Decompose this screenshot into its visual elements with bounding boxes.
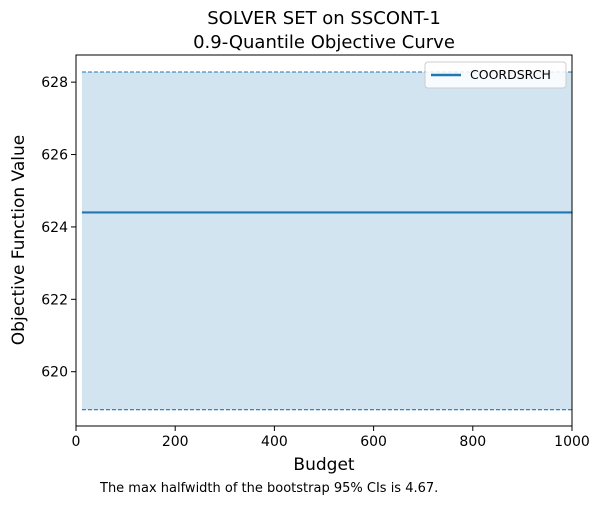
y-tick-label: 626 <box>41 148 68 164</box>
x-axis-ticks: 0 200 400 600 800 1000 <box>72 426 590 450</box>
chart-title-line2: 0.9-Quantile Objective Curve <box>193 32 455 53</box>
x-tick-label: 200 <box>162 434 189 450</box>
y-tick-label: 624 <box>41 220 68 236</box>
y-tick-label: 622 <box>41 292 68 308</box>
x-tick-label: 600 <box>360 434 387 450</box>
x-tick-label: 0 <box>72 434 81 450</box>
ci-band-0 <box>81 72 573 410</box>
plot-frame <box>75 54 573 427</box>
x-tick-label: 1000 <box>554 434 590 450</box>
ci-band-layer <box>81 71 573 411</box>
x-axis-label: Budget <box>293 455 354 475</box>
x-tick-label: 400 <box>261 434 288 450</box>
y-axis-ticks: 620 622 624 626 628 <box>41 75 76 381</box>
chart-title-line1: SOLVER SET on SSCONT-1 <box>207 8 441 29</box>
x-tick-label: 800 <box>459 434 486 450</box>
legend-label-coordsrch: COORDSRCH <box>470 67 551 82</box>
y-tick-label: 620 <box>41 365 68 381</box>
footnote: The max halfwidth of the bootstrap 95% C… <box>99 481 438 496</box>
y-axis-label: Objective Function Value <box>9 135 29 345</box>
legend: COORDSRCH <box>424 61 567 89</box>
legend-box <box>424 61 567 89</box>
y-tick-label: 628 <box>41 75 68 91</box>
